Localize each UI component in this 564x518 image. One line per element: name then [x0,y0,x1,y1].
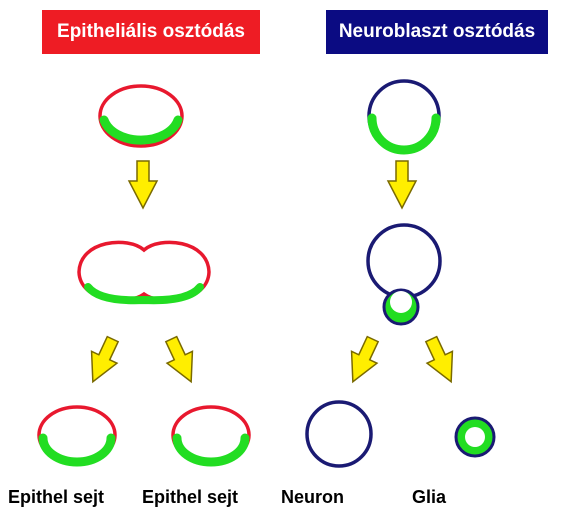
arrow-down-icon [127,160,159,210]
epithelial-daughter-cell-left [37,405,117,467]
neuroblast-mother-cell [367,79,441,155]
neuroblast-budding-cell [366,223,442,326]
neuron-cell [305,400,373,468]
neuron-label: Neuron [281,487,344,507]
neuroblast-division-title: Neuroblaszt osztódás [326,10,548,54]
arrow-down-left-icon [90,335,120,384]
glia-label: Glia [412,487,447,507]
glia-cell [454,416,496,458]
epithel-cell-label-left: Epithel sejt [8,487,105,507]
epithel-cell-label-right: Epithel sejt [142,487,239,507]
arrow-down-left-icon [350,335,380,384]
arrow-down-right-icon [164,335,194,384]
arrow-down-right-icon [424,335,454,384]
epithelial-daughter-cell-right [171,405,251,467]
epithelial-mother-cell [98,84,184,148]
epithelial-dividing-cell [77,240,211,305]
arrow-down-icon [386,160,418,210]
epithelial-division-title: Epitheliális osztódás [42,10,260,54]
